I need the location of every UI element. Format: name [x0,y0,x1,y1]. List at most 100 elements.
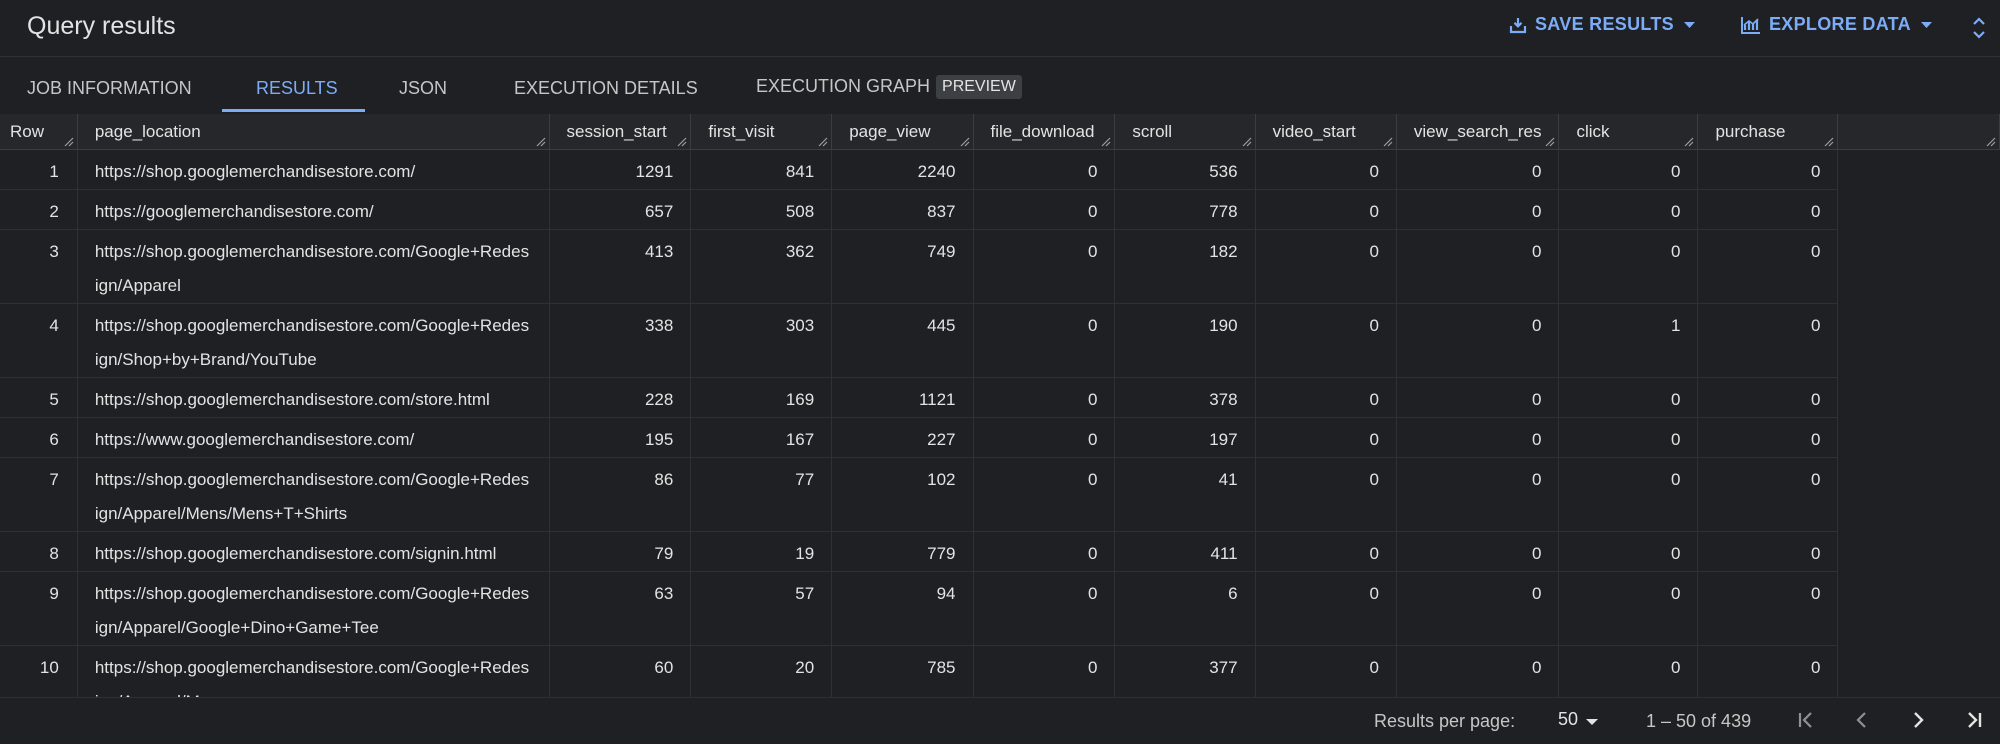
cell-page-view[interactable]: 94 [831,571,974,646]
cell-page-view[interactable]: 2240 [831,149,974,190]
cell-page-location[interactable]: https://shop.googlemerchandisestore.com/… [77,645,550,697]
cell-scroll[interactable]: 182 [1114,229,1256,304]
cell-video-start[interactable]: 0 [1255,457,1397,532]
column-header-click[interactable]: click [1558,114,1699,150]
cell-view-search-res[interactable]: 0 [1396,189,1560,230]
column-header-video-start[interactable]: video_start [1255,114,1397,150]
cell-file-download[interactable]: 0 [973,417,1116,458]
cell-scroll[interactable]: 197 [1114,417,1256,458]
cell-page-view[interactable]: 445 [831,303,974,378]
results-grid[interactable]: Row page_location session_start first_visit… [0,114,2000,697]
table-row[interactable]: 4 https://shop.googlemerchandisestore.com… [0,303,2000,378]
cell-scroll[interactable]: 411 [1114,531,1256,572]
cell-click[interactable]: 0 [1558,417,1699,458]
cell-video-start[interactable]: 0 [1255,303,1397,378]
table-row[interactable]: 8 https://shop.googlemerchandisestore.com… [0,531,2000,572]
cell-view-search-res[interactable]: 0 [1396,303,1560,378]
tab-json[interactable]: JSON [399,78,448,98]
tab-execution-details[interactable]: EXECUTION DETAILS [514,78,698,98]
cell-purchase[interactable]: 0 [1697,229,1839,304]
cell-purchase[interactable]: 0 [1697,645,1839,697]
cell-purchase[interactable]: 0 [1697,417,1839,458]
column-header-scroll[interactable]: scroll [1114,114,1256,150]
cell-page-location[interactable]: https://shop.googlemerchandisestore.com/… [77,229,550,304]
cell-page-view[interactable]: 779 [831,531,974,572]
cell-view-search-res[interactable]: 0 [1396,457,1560,532]
cell-click[interactable]: 0 [1558,531,1699,572]
cell-session-start[interactable]: 338 [549,303,692,378]
column-header-first-visit[interactable]: first_visit [690,114,833,150]
cell-video-start[interactable]: 0 [1255,189,1397,230]
cell-page-view[interactable]: 837 [831,189,974,230]
cell-page-location[interactable]: https://shop.googlemerchandisestore.com/… [77,457,550,532]
cell-session-start[interactable]: 79 [549,531,692,572]
cell-file-download[interactable]: 0 [973,571,1116,646]
cell-view-search-res[interactable]: 0 [1396,229,1560,304]
table-row[interactable]: 10 https://shop.googlemerchandisestore.co… [0,645,2000,697]
previous-page-button[interactable] [1848,708,1876,736]
cell-click[interactable]: 0 [1558,377,1699,418]
cell-file-download[interactable]: 0 [973,457,1116,532]
collapse-results-button[interactable] [1972,16,1986,40]
cell-click[interactable]: 0 [1558,149,1699,190]
cell-video-start[interactable]: 0 [1255,531,1397,572]
cell-first-visit[interactable]: 20 [690,645,833,697]
cell-video-start[interactable]: 0 [1255,645,1397,697]
cell-click[interactable]: 0 [1558,189,1699,230]
cell-click[interactable]: 0 [1558,571,1699,646]
table-row[interactable]: 2 https://googlemerchandisestore.com/657 5… [0,189,2000,230]
column-header-view-search-res[interactable]: view_search_res [1396,114,1560,150]
cell-purchase[interactable]: 0 [1697,377,1839,418]
cell-session-start[interactable]: 413 [549,229,692,304]
cell-page-view[interactable]: 102 [831,457,974,532]
cell-file-download[interactable]: 0 [973,189,1116,230]
next-page-button[interactable] [1904,708,1932,736]
cell-file-download[interactable]: 0 [973,149,1116,190]
cell-file-download[interactable]: 0 [973,531,1116,572]
cell-view-search-res[interactable]: 0 [1396,571,1560,646]
cell-scroll[interactable]: 378 [1114,377,1256,418]
cell-video-start[interactable]: 0 [1255,417,1397,458]
column-header-page-location[interactable]: page_location [77,114,550,150]
cell-page-location[interactable]: https://shop.googlemerchandisestore.com/… [77,303,550,378]
cell-scroll[interactable]: 6 [1114,571,1256,646]
cell-view-search-res[interactable]: 0 [1396,149,1560,190]
cell-video-start[interactable]: 0 [1255,377,1397,418]
cell-page-view[interactable]: 749 [831,229,974,304]
cell-page-view[interactable]: 1121 [831,377,974,418]
cell-video-start[interactable]: 0 [1255,571,1397,646]
table-row[interactable]: 5 https://shop.googlemerchandisestore.com… [0,377,2000,418]
cell-file-download[interactable]: 0 [973,645,1116,697]
cell-video-start[interactable]: 0 [1255,149,1397,190]
cell-view-search-res[interactable]: 0 [1396,417,1560,458]
cell-purchase[interactable]: 0 [1697,457,1839,532]
cell-session-start[interactable]: 63 [549,571,692,646]
cell-purchase[interactable]: 0 [1697,149,1839,190]
cell-purchase[interactable]: 0 [1697,303,1839,378]
cell-page-view[interactable]: 227 [831,417,974,458]
cell-click[interactable]: 0 [1558,645,1699,697]
cell-file-download[interactable]: 0 [973,229,1116,304]
cell-session-start[interactable]: 1291 [549,149,692,190]
cell-click[interactable]: 1 [1558,303,1699,378]
cell-view-search-res[interactable]: 0 [1396,377,1560,418]
cell-scroll[interactable]: 190 [1114,303,1256,378]
cell-first-visit[interactable]: 169 [690,377,833,418]
explore-data-button[interactable]: EXPLORE DATA [1740,14,1932,35]
cell-page-view[interactable]: 785 [831,645,974,697]
cell-page-location[interactable]: https://shop.googlemerchandisestore.com/… [77,571,550,646]
cell-first-visit[interactable]: 77 [690,457,833,532]
table-row[interactable]: 1 https://shop.googlemerchandisestore.com… [0,149,2000,190]
cell-session-start[interactable]: 60 [549,645,692,697]
cell-first-visit[interactable]: 362 [690,229,833,304]
cell-session-start[interactable]: 657 [549,189,692,230]
cell-first-visit[interactable]: 167 [690,417,833,458]
cell-first-visit[interactable]: 303 [690,303,833,378]
cell-scroll[interactable]: 377 [1114,645,1256,697]
results-per-page-select[interactable]: 50 [1558,709,1599,730]
cell-first-visit[interactable]: 19 [690,531,833,572]
cell-purchase[interactable]: 0 [1697,571,1839,646]
cell-session-start[interactable]: 228 [549,377,692,418]
cell-scroll[interactable]: 41 [1114,457,1256,532]
column-header-purchase[interactable]: purchase [1697,114,1839,150]
